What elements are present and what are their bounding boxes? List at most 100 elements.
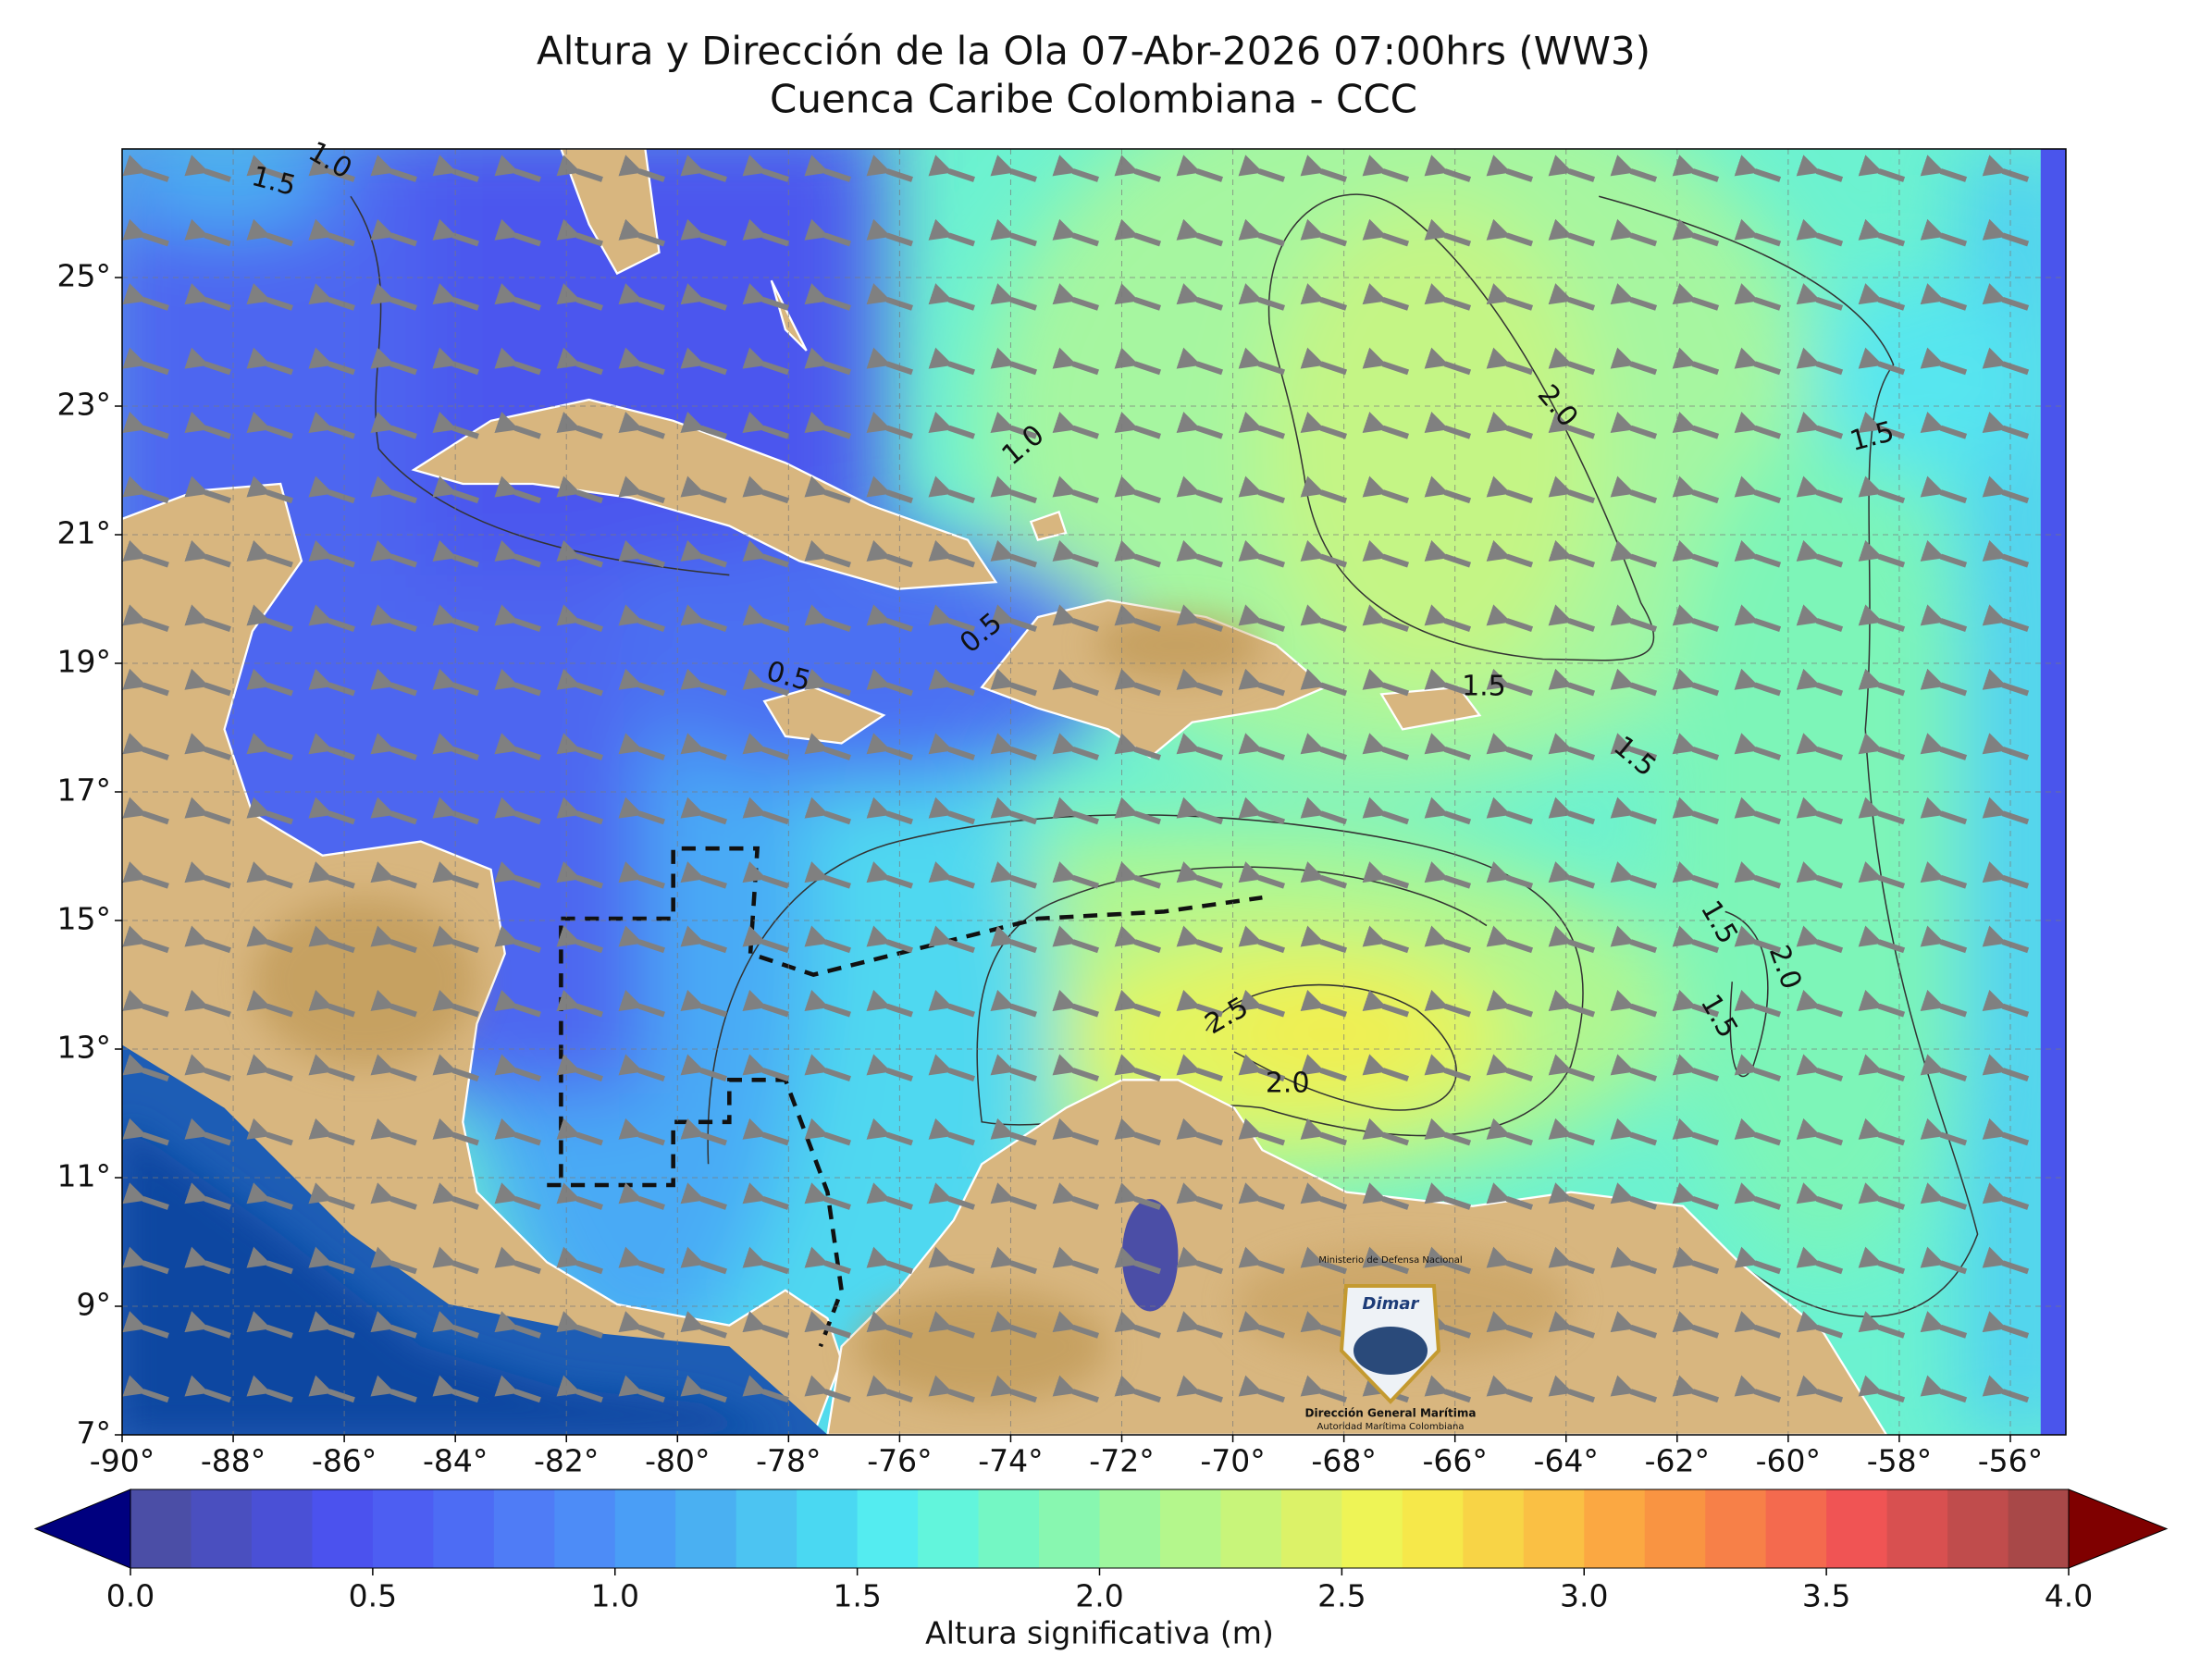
wave-arrow	[432, 1054, 479, 1081]
wave-arrow	[1114, 1182, 1161, 1210]
wave-arrow	[1982, 539, 2030, 568]
wave-arrow	[246, 1246, 293, 1275]
wave-arrow	[556, 604, 603, 632]
wave-arrow	[1796, 925, 1844, 954]
wave-arrow	[742, 861, 789, 889]
wave-arrow	[1982, 412, 2030, 439]
wave-arrow	[370, 1118, 417, 1146]
wave-arrow	[618, 347, 665, 376]
wave-arrow	[1548, 283, 1596, 311]
wave-arrow	[432, 1182, 479, 1210]
wave-arrow	[1982, 1311, 2030, 1339]
wave-arrow	[308, 668, 355, 697]
wave-arrow	[1734, 604, 1782, 632]
wave-arrow	[308, 1311, 355, 1339]
wave-arrow	[1300, 539, 1348, 568]
colorbar-band	[1826, 1489, 1888, 1568]
logo-brand: Dimar	[1363, 1294, 1420, 1314]
wave-arrow	[1362, 412, 1410, 439]
wave-arrow	[1548, 797, 1596, 825]
wave-arrow	[618, 604, 665, 632]
wave-arrow	[990, 218, 1037, 247]
wave-arrow	[866, 1182, 913, 1210]
wave-arrow	[246, 733, 293, 760]
wave-arrow	[1238, 347, 1286, 376]
wave-arrow	[1734, 218, 1782, 247]
wave-arrow	[1176, 1246, 1224, 1275]
wave-arrow	[308, 154, 355, 182]
wave-arrow	[618, 989, 665, 1018]
wave-arrow	[1548, 861, 1596, 889]
wave-arrow	[1920, 1182, 1968, 1210]
wave-arrow	[494, 1246, 541, 1275]
wave-arrow	[1300, 668, 1348, 697]
wave-arrow	[804, 476, 851, 504]
wave-arrow	[680, 283, 727, 311]
wave-arrow	[1362, 604, 1410, 632]
wave-arrow	[618, 412, 665, 439]
wave-arrow	[866, 604, 913, 632]
wave-arrow	[370, 347, 417, 376]
wave-arrow	[122, 218, 169, 247]
wave-arrow	[1920, 861, 1968, 889]
wave-arrow	[432, 154, 479, 182]
colorbar-band	[1644, 1489, 1706, 1568]
wave-arrow	[1424, 1054, 1472, 1081]
wave-arrow	[1114, 539, 1161, 568]
wave-arrow	[742, 283, 789, 311]
wave-arrow	[122, 347, 169, 376]
grid: -90° -88° -86° -84° -82° -80° -78° -76° -74° -72°…	[57, 149, 2066, 1479]
wave-arrow	[1300, 1182, 1348, 1210]
wave-arrow	[680, 476, 727, 504]
wave-arrow	[804, 925, 851, 954]
wave-arrow	[246, 1375, 293, 1403]
wave-arrow	[1424, 797, 1472, 825]
wave-arrow	[1672, 1054, 1720, 1081]
wave-arrow	[804, 347, 851, 376]
wave-arrow	[1982, 989, 2030, 1018]
wave-arrow	[1362, 861, 1410, 889]
wave-arrow	[370, 1375, 417, 1403]
colorbar-band	[1523, 1489, 1585, 1568]
wave-arrow	[742, 733, 789, 760]
wave-arrow	[1052, 539, 1099, 568]
wave-arrow	[1238, 476, 1286, 504]
wave-arrow	[1610, 412, 1658, 439]
wave-arrow	[1548, 604, 1596, 632]
map-layers	[122, 149, 2066, 1435]
wave-arrow	[1920, 1375, 1968, 1403]
wave-arrow	[1796, 797, 1844, 825]
wave-arrow	[308, 989, 355, 1018]
wave-arrow	[1858, 476, 1906, 504]
wave-arrow	[184, 154, 231, 182]
x-tick-label: -66°	[1422, 1443, 1487, 1479]
wave-arrow	[370, 668, 417, 697]
wave-arrow	[308, 412, 355, 439]
wave-arrow	[246, 476, 293, 504]
wave-arrow	[742, 797, 789, 825]
wave-arrow	[1362, 283, 1410, 311]
y-tick-label: 23°	[57, 387, 112, 423]
wave-arrow	[556, 347, 603, 376]
colorbar-band	[2008, 1489, 2070, 1568]
wave-arrow	[1982, 1182, 2030, 1210]
colorbar-band	[857, 1489, 919, 1568]
colorbar-band	[978, 1489, 1040, 1568]
wave-arrow	[494, 1375, 541, 1403]
wave-arrow	[1610, 1246, 1658, 1275]
wave-arrow	[556, 218, 603, 247]
wave-arrow	[1858, 861, 1906, 889]
wave-arrow	[990, 347, 1037, 376]
wave-arrow	[556, 539, 603, 568]
wave-arrow	[928, 1118, 975, 1146]
wave-arrow	[1300, 797, 1348, 825]
wave-arrow	[742, 1311, 789, 1339]
wave-arrow	[804, 539, 851, 568]
wave-arrow	[1052, 1375, 1099, 1403]
wave-arrow	[990, 604, 1037, 632]
wave-arrow	[370, 412, 417, 439]
wave-arrow	[1920, 1054, 1968, 1081]
wave-arrow	[494, 733, 541, 760]
x-tick-label: -80°	[645, 1443, 710, 1479]
wave-arrow	[494, 668, 541, 697]
